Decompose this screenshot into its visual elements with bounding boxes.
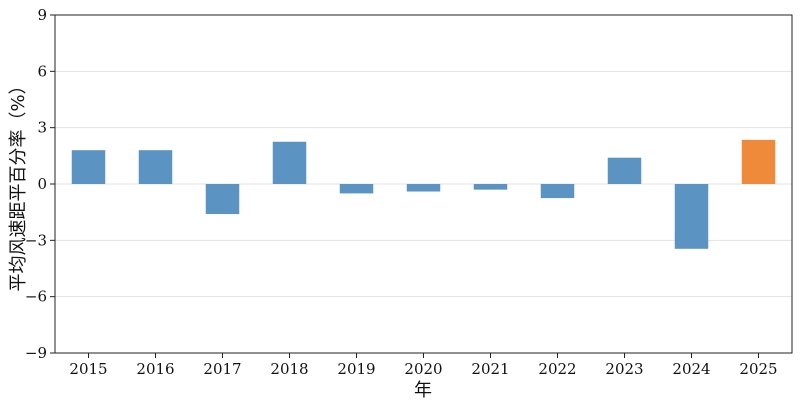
- bar-2018: [272, 141, 307, 184]
- bar-2016: [138, 150, 173, 184]
- bar-2020: [406, 184, 441, 192]
- y-tick-label: 6: [37, 62, 47, 80]
- bar-2022: [540, 184, 575, 199]
- y-tick-label: −9: [25, 344, 47, 362]
- bar-2025: [741, 139, 776, 184]
- bar-2023: [607, 157, 642, 184]
- y-tick-label: −3: [25, 231, 47, 249]
- x-tick-label: 2019: [337, 360, 375, 378]
- bar-2019: [339, 184, 374, 194]
- y-tick-label: 0: [37, 175, 47, 193]
- x-tick-label: 2020: [404, 360, 442, 378]
- x-tick-label: 2016: [136, 360, 174, 378]
- x-tick-label: 2015: [69, 360, 107, 378]
- y-tick-label: 3: [37, 119, 47, 137]
- bar-2017: [205, 184, 240, 215]
- x-tick-label: 2023: [605, 360, 643, 378]
- x-tick-label: 2018: [270, 360, 308, 378]
- y-axis-ticks: 9 6 3 0 −3 −6 −9: [25, 6, 55, 362]
- x-tick-label: 2021: [471, 360, 509, 378]
- bar-2015: [71, 150, 106, 184]
- y-axis-title: 平均风速距平百分率（%）: [8, 76, 29, 291]
- x-tick-label: 2024: [672, 360, 710, 378]
- bar-2024: [674, 184, 709, 249]
- x-tick-label: 2022: [538, 360, 576, 378]
- x-tick-label: 2017: [203, 360, 241, 378]
- y-tick-label: −6: [25, 288, 47, 306]
- x-tick-label: 2025: [739, 360, 777, 378]
- x-axis-ticks: 2015 2016 2017 2018 2019 2020 2021 2022 2023 2024…: [69, 353, 778, 378]
- bars: [71, 139, 776, 249]
- y-tick-label: 9: [37, 6, 47, 24]
- bar-2021: [473, 184, 508, 190]
- x-axis-title: 年: [414, 380, 432, 401]
